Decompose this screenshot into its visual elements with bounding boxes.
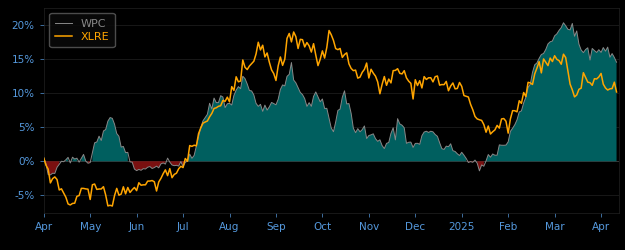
WPC (283, 75, 291, 78)
WPC (591, 49, 598, 52)
XLRE (283, 37, 291, 40)
Line: XLRE: XLRE (44, 30, 616, 206)
WPC (504, 140, 512, 143)
XLRE (507, 118, 514, 120)
Line: WPC: WPC (44, 23, 616, 175)
WPC (560, 21, 568, 24)
XLRE (591, 77, 598, 80)
WPC (47, 174, 54, 176)
XLRE (325, 29, 332, 32)
XLRE (612, 90, 620, 94)
XLRE (281, 58, 289, 61)
WPC (612, 61, 620, 64)
WPC (40, 156, 48, 159)
WPC (124, 151, 131, 154)
XLRE (109, 204, 116, 208)
XLRE (124, 186, 131, 189)
Legend: WPC, XLRE: WPC, XLRE (49, 13, 114, 48)
WPC (281, 84, 289, 87)
XLRE (111, 194, 118, 197)
XLRE (40, 157, 48, 160)
WPC (111, 123, 118, 126)
